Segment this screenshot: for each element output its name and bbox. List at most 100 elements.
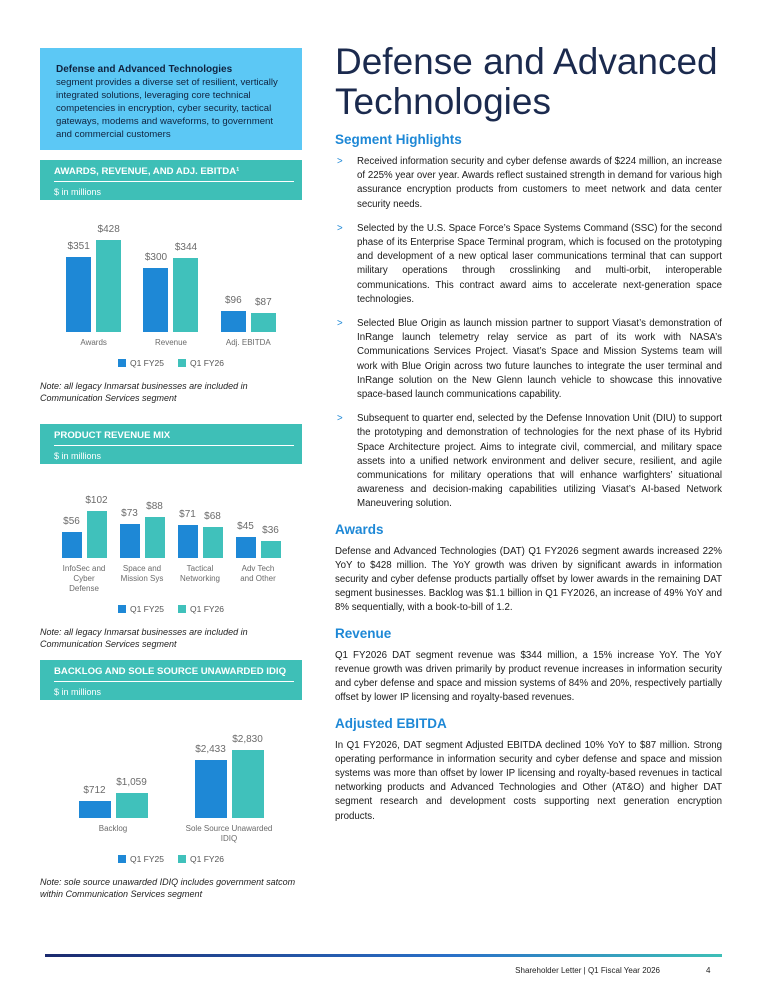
- chart-header: BACKLOG AND SOLE SOURCE UNAWARDED IDIQ $ …: [40, 660, 302, 700]
- bar: [250, 313, 276, 332]
- highlight-bullet: Selected by the U.S. Space Force’s Space…: [335, 222, 722, 307]
- category-label: Space and Mission Sys: [120, 564, 164, 583]
- chart-note: Note: all legacy Inmarsat businesses are…: [40, 381, 248, 403]
- legend-label: Q1 FY25: [129, 358, 164, 368]
- legend-swatch: [178, 359, 186, 367]
- category-labels: Awards Revenue Adj. EBITDA: [55, 338, 287, 348]
- highlight-bullet: Subsequent to quarter end, selected by t…: [335, 412, 722, 511]
- legend-label: Q1 FY25: [129, 604, 164, 614]
- bar: [66, 256, 92, 332]
- legend-swatch: [117, 855, 126, 863]
- value-label: $351: [67, 240, 90, 252]
- chart-title: BACKLOG AND SOLE SOURCE UNAWARDED IDIQ: [54, 666, 294, 682]
- section-heading: Revenue: [335, 625, 392, 641]
- bar: [78, 800, 111, 818]
- legend-item: Q1 FY25: [117, 358, 164, 368]
- legend-item: Q1 FY25: [117, 854, 164, 864]
- chart-subtitle: $ in millions: [54, 687, 102, 697]
- bar-group: $351 $428: [55, 200, 132, 332]
- bar: [115, 792, 148, 818]
- category-label: Sole Source Unawarded IDIQ: [185, 824, 273, 843]
- chart-header: AWARDS, REVENUE, AND ADJ. EBITDA¹ $ in mi…: [40, 160, 302, 200]
- value-label: $73: [121, 508, 138, 520]
- page-title: Defense and Advanced Technologies: [335, 41, 718, 122]
- legend: Q1 FY25 Q1 FY26: [40, 358, 302, 368]
- plot-area: $712 $1,059 $2,433 $2,830: [55, 700, 287, 818]
- value-label: $45: [237, 521, 254, 533]
- value-label: $712: [83, 784, 106, 796]
- bar-group: $96 $87: [210, 200, 287, 332]
- bar: [202, 526, 223, 558]
- intro-text: segment provides a diverse set of resili…: [56, 77, 278, 140]
- chart-subtitle: $ in millions: [54, 187, 102, 197]
- value-label: $2,433: [195, 743, 226, 755]
- chart-header: PRODUCT REVENUE MIX $ in millions: [40, 424, 302, 464]
- bar: [235, 537, 256, 558]
- bar: [86, 511, 107, 558]
- chart: BACKLOG AND SOLE SOURCE UNAWARDED IDIQ $ …: [40, 660, 302, 900]
- value-label: $2,830: [232, 734, 263, 745]
- legend-swatch: [178, 855, 186, 863]
- bar: [119, 524, 140, 558]
- page-number: 4: [706, 966, 711, 975]
- bar: [177, 525, 198, 558]
- legend-swatch: [178, 605, 186, 613]
- category-label: Backlog: [98, 824, 128, 833]
- chart-title: PRODUCT REVENUE MIX: [54, 430, 294, 446]
- intro-title: Defense and Advanced Technologies: [56, 64, 233, 75]
- highlight-bullet: Selected Blue Origin as launch mission p…: [335, 317, 722, 402]
- main-column: Defense and Advanced Technologies Segmen…: [335, 42, 722, 824]
- plot-area: $56 $102 $73 $88 $71 $68 $45 $36: [55, 464, 287, 558]
- legend-swatch: [117, 359, 126, 367]
- bar-group: $56 $102: [55, 464, 113, 558]
- category-label: Revenue: [154, 338, 187, 347]
- legend-item: Q1 FY26: [178, 604, 224, 614]
- legend-item: Q1 FY26: [178, 854, 224, 864]
- bar-group: $71 $68: [171, 464, 229, 558]
- legend: Q1 FY25 Q1 FY26: [40, 604, 302, 614]
- section-text: In Q1 FY2026, DAT segment Adjusted EBITD…: [335, 739, 722, 822]
- highlight-bullet: Received information security and cyber …: [335, 155, 722, 212]
- bar: [194, 759, 227, 818]
- footer-rule: [45, 954, 722, 957]
- value-label: $36: [262, 525, 279, 537]
- value-label: $300: [144, 251, 168, 263]
- value-label: $96: [224, 295, 242, 307]
- sections: Awards Defense and Advanced Technologies …: [335, 522, 722, 824]
- section-heading: Adjusted EBITDA: [335, 715, 447, 731]
- category-label: Adv Tech and Other: [240, 564, 276, 583]
- value-label: $344: [174, 242, 198, 254]
- chart: AWARDS, REVENUE, AND ADJ. EBITDA¹ $ in mi…: [40, 160, 302, 404]
- bar: [260, 541, 281, 558]
- chart-note: Note: all legacy Inmarsat businesses are…: [40, 627, 248, 649]
- bar: [220, 311, 246, 332]
- bar: [231, 750, 264, 818]
- bar: [61, 532, 82, 558]
- category-label: Tactical Networking: [179, 564, 220, 583]
- value-label: $56: [63, 516, 80, 528]
- value-label: $1,059: [116, 776, 147, 788]
- bar-group: $300 $344: [132, 200, 209, 332]
- bar-group: $73 $88: [113, 464, 171, 558]
- legend-swatch: [117, 605, 126, 613]
- chart-subtitle: $ in millions: [54, 451, 102, 461]
- bar: [96, 240, 122, 332]
- bar-group: $712 $1,059: [55, 700, 171, 818]
- category-labels: InfoSec and Cyber Defense Space and Missi…: [55, 564, 287, 594]
- legend-label: Q1 FY26: [190, 604, 225, 614]
- legend-label: Q1 FY26: [190, 358, 225, 368]
- legend-item: Q1 FY26: [178, 358, 224, 368]
- value-label: $71: [179, 509, 196, 521]
- bar: [144, 517, 165, 558]
- category-label: Awards: [80, 338, 107, 347]
- intro-box: Defense and Advanced Technologies segmen…: [40, 48, 302, 150]
- bar: [143, 267, 169, 332]
- highlight-list: Received information security and cyber …: [335, 155, 722, 512]
- section-text: Defense and Advanced Technologies (DAT) …: [335, 545, 722, 614]
- value-label: $68: [204, 510, 221, 522]
- value-label: $428: [97, 224, 120, 235]
- category-labels: Backlog Sole Source Unawarded IDIQ: [55, 824, 287, 844]
- value-label: $87: [254, 297, 272, 309]
